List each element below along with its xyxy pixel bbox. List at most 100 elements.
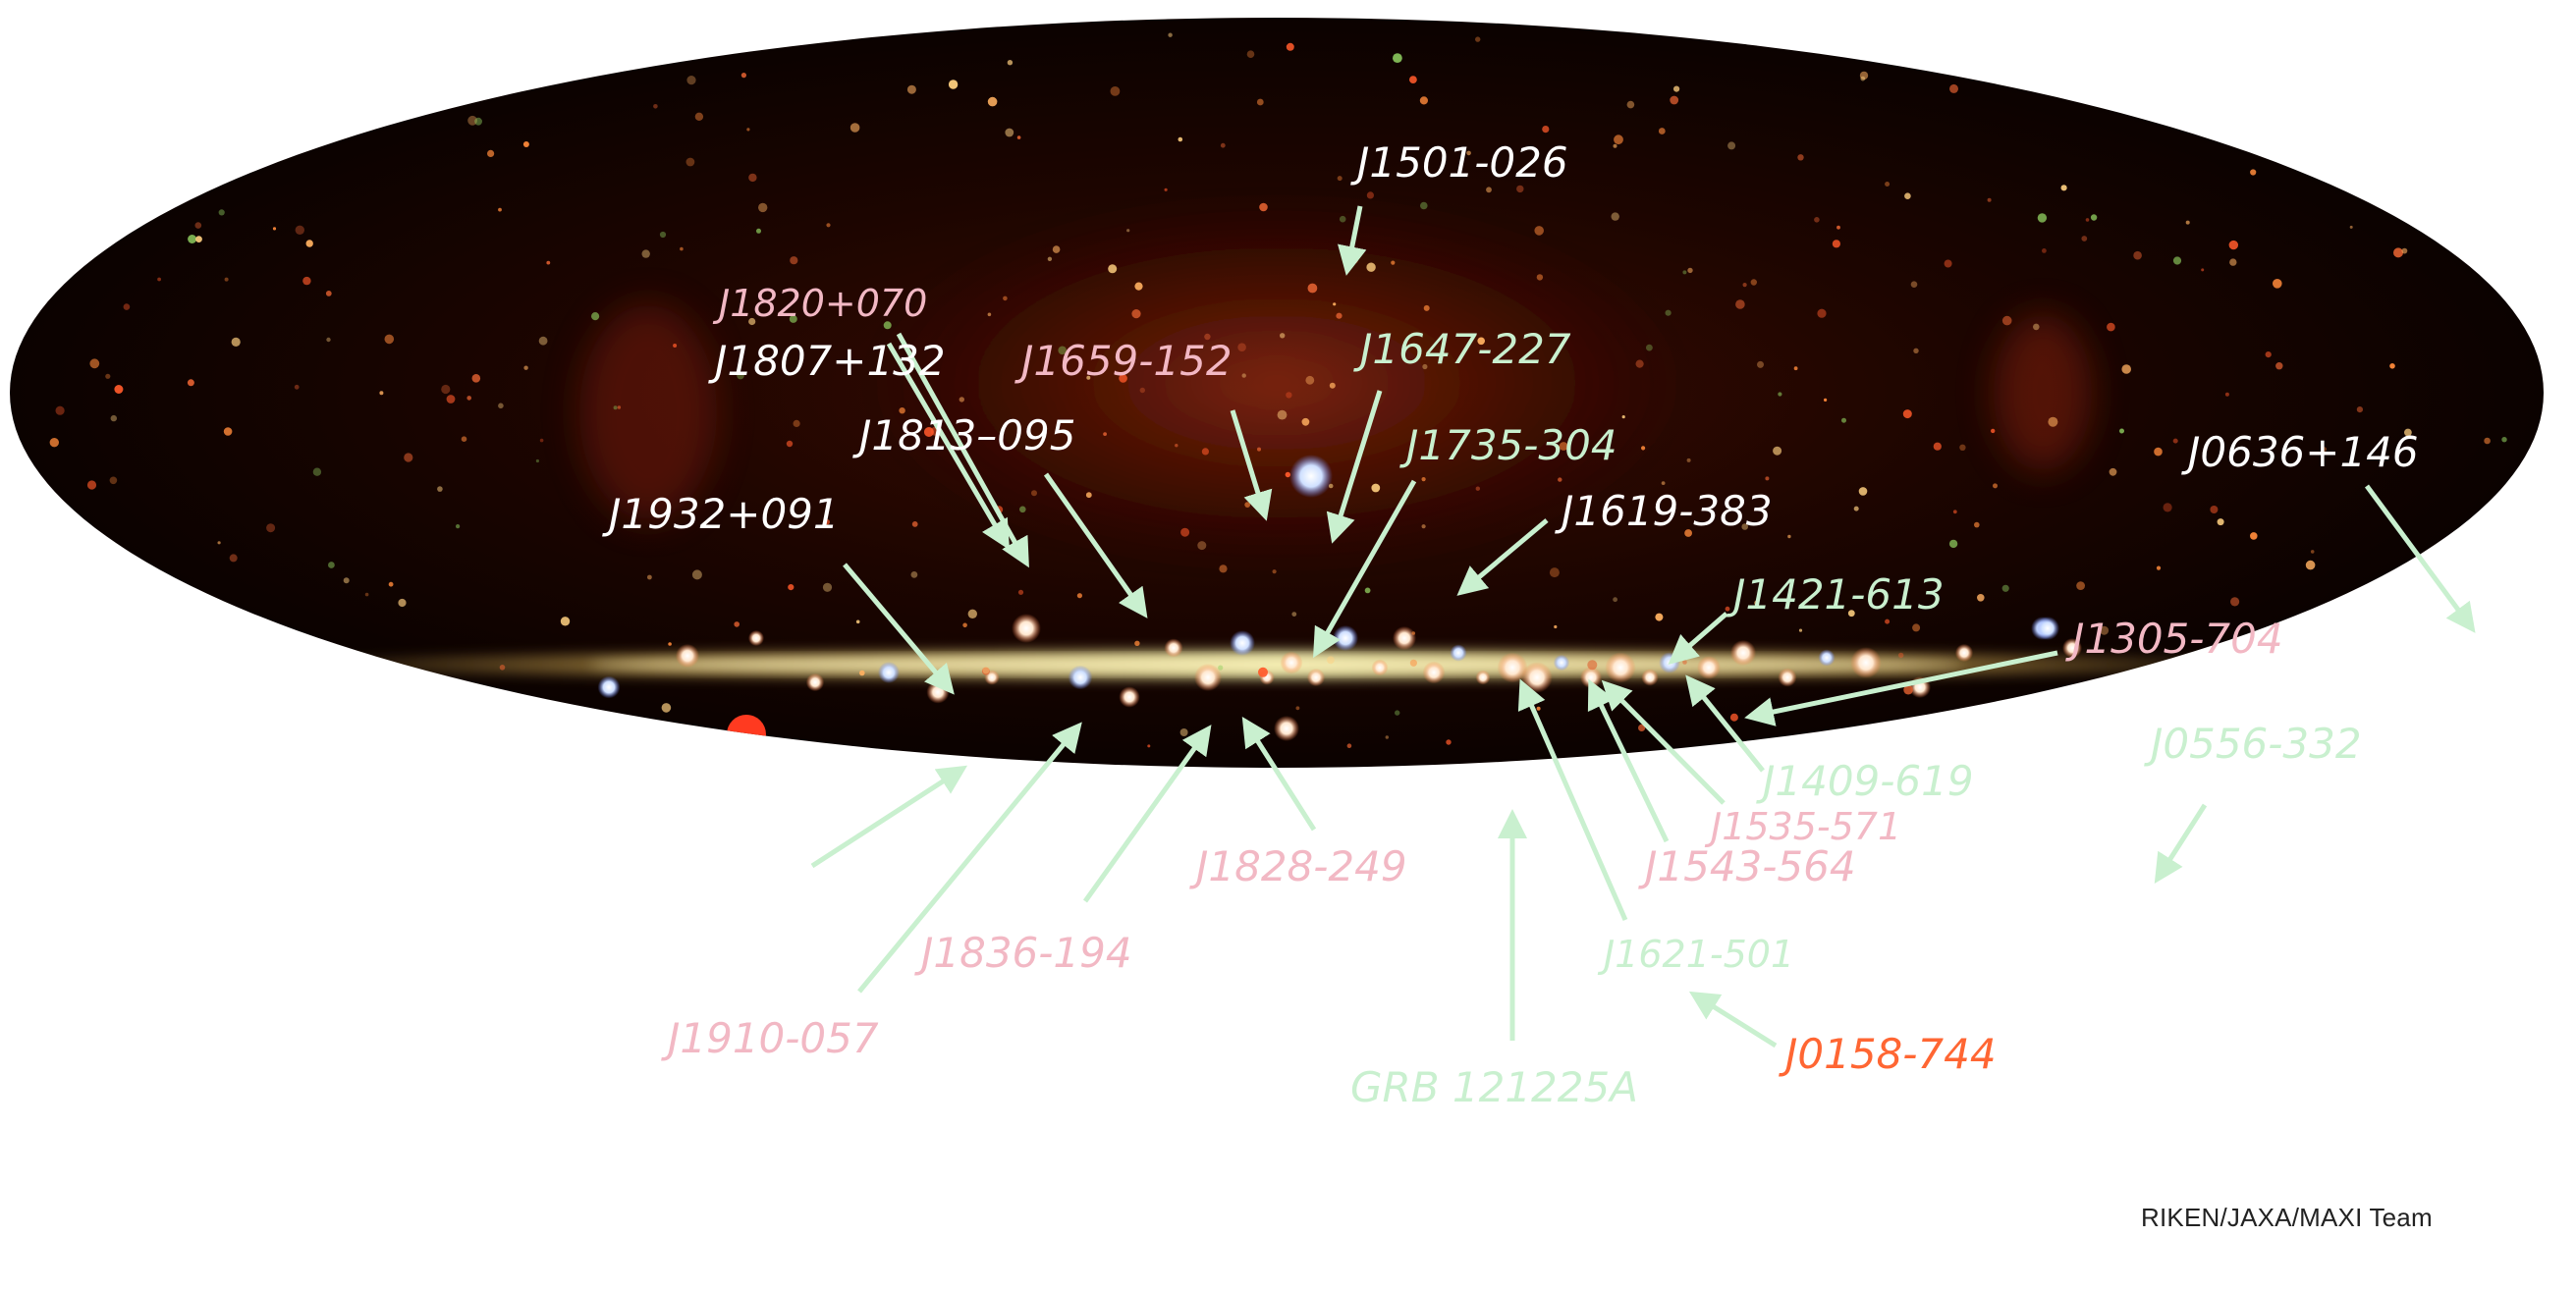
faint-source — [1902, 409, 1912, 419]
faint-source — [195, 236, 202, 243]
faint-source — [1307, 283, 1318, 294]
xray-point-sources — [49, 32, 2544, 1006]
arrow-j1619 — [1456, 518, 1549, 596]
faint-source — [1291, 612, 1297, 617]
faint-source — [1549, 567, 1560, 578]
xray-source — [1332, 624, 1359, 652]
faint-source — [1742, 283, 1747, 288]
faint-source — [1638, 724, 1646, 732]
faint-source — [1005, 128, 1014, 137]
faint-source — [1682, 660, 1687, 665]
arrow-j1647 — [1326, 390, 1383, 544]
faint-source — [474, 117, 482, 126]
faint-source — [1477, 337, 1485, 346]
faint-source — [613, 405, 618, 410]
faint-source — [1646, 344, 1653, 351]
faint-source — [2393, 247, 2403, 258]
faint-source — [1277, 409, 1288, 420]
faint-source — [2133, 250, 2142, 260]
faint-source — [1180, 527, 1190, 537]
faint-source — [498, 207, 502, 212]
faint-source — [229, 554, 238, 563]
faint-source — [302, 276, 311, 286]
faint-source — [1103, 432, 1107, 436]
faint-source — [1337, 176, 1343, 182]
label-j1820: J1820+070 — [712, 282, 927, 325]
faint-source — [734, 621, 740, 627]
faint-source — [1019, 506, 1026, 513]
faint-source — [223, 427, 233, 436]
faint-source — [1554, 624, 1558, 629]
faint-source — [441, 384, 451, 395]
xray-source — [1012, 614, 1041, 643]
faint-source — [1814, 217, 1820, 223]
faint-source — [1661, 481, 1666, 485]
faint-source — [1885, 182, 1891, 187]
label-grb: GRB 121225A — [1350, 1063, 1638, 1111]
faint-source — [1246, 50, 1255, 58]
faint-source — [305, 240, 313, 247]
faint-source — [2163, 503, 2172, 512]
faint-source — [1910, 281, 1918, 289]
label-j1836: J1836-194 — [914, 929, 1132, 977]
faint-source — [673, 344, 678, 348]
arrow-j1807 — [886, 342, 1011, 551]
faint-source — [437, 486, 443, 492]
faint-source — [1395, 710, 1400, 716]
faint-source — [1201, 448, 1209, 456]
arrow-j1957 — [810, 765, 968, 869]
xray-source — [1553, 654, 1570, 672]
faint-source — [1346, 743, 1352, 748]
faint-source — [1421, 524, 1426, 529]
faint-source — [1621, 415, 1625, 419]
faint-source — [2090, 214, 2098, 221]
faint-source — [740, 73, 747, 79]
xray-source — [1068, 665, 1093, 690]
faint-source — [1076, 593, 1082, 599]
xray-source — [1660, 987, 1679, 1006]
faint-source — [1175, 444, 1178, 448]
faint-source — [1218, 665, 1224, 671]
faint-source — [1411, 631, 1416, 635]
faint-source — [1729, 713, 1738, 722]
faint-source — [1903, 684, 1913, 695]
arrow-j1409 — [1685, 674, 1765, 773]
faint-source — [659, 231, 667, 239]
faint-source — [461, 436, 467, 443]
faint-source — [959, 397, 964, 403]
label-j1735: J1735-304 — [1399, 421, 1617, 469]
faint-source — [1286, 42, 1294, 51]
faint-source — [546, 260, 551, 265]
faint-source — [487, 149, 495, 157]
faint-source — [1256, 98, 1264, 106]
arrow-j1421 — [1668, 612, 1728, 665]
faint-source — [2275, 362, 2283, 370]
faint-source — [2085, 218, 2090, 222]
faint-source — [1486, 187, 1492, 193]
faint-source — [1797, 154, 1804, 161]
faint-source — [2349, 225, 2353, 229]
xray-source — [727, 715, 766, 754]
xray-source — [1778, 668, 1797, 687]
faint-source — [328, 562, 335, 568]
faint-source — [859, 670, 865, 676]
faint-source — [906, 84, 916, 94]
faint-source — [789, 314, 797, 323]
xray-source — [1954, 643, 1974, 663]
faint-source — [538, 336, 548, 346]
arrow-j1501 — [1337, 205, 1367, 276]
xray-source — [1371, 659, 1389, 676]
faint-source — [1003, 296, 1008, 301]
faint-source — [1798, 628, 1803, 632]
faint-source — [2356, 406, 2363, 413]
xray-source — [2062, 638, 2082, 658]
xray-source — [1475, 670, 1491, 685]
faint-source — [217, 541, 221, 545]
faint-source — [218, 209, 225, 216]
faint-source — [2401, 247, 2408, 254]
faint-source — [1393, 53, 1402, 63]
source-labels: J1501-026 J1820+070 J1807+132 J1659-152 … — [531, 138, 2419, 1111]
faint-source — [1536, 274, 1544, 281]
label-j1828: J1828-249 — [1189, 842, 1407, 890]
faint-source — [1178, 136, 1183, 142]
